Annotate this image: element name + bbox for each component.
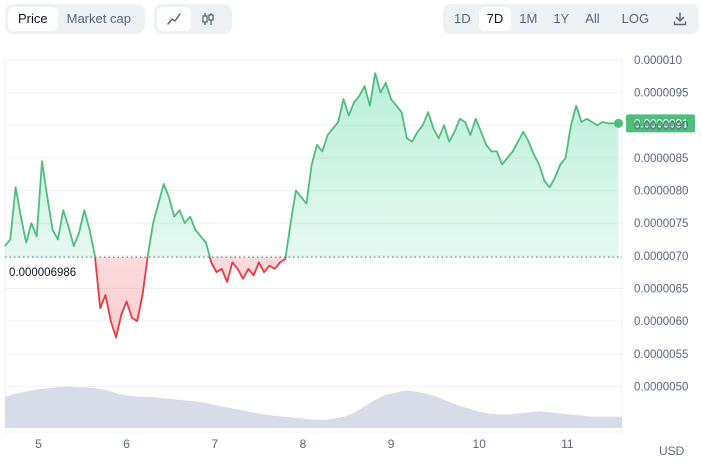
y-axis: 0.000010 0.0000095 0.0000090 0.0000085 0.000…: [634, 55, 688, 393]
current-price-badge: 0.0000091: [626, 114, 695, 133]
y-tick-label: 0.0000055: [634, 349, 688, 361]
reference-label: 0.000006986: [9, 267, 76, 279]
price-line-up: [4, 72, 619, 258]
volume-area: [5, 386, 622, 428]
log-scale-button[interactable]: LOG: [621, 11, 650, 26]
volume-layer: [5, 386, 622, 428]
x-tick-label: 9: [388, 437, 395, 451]
range-7d[interactable]: 7D: [478, 7, 512, 31]
line-layer: [4, 72, 619, 339]
x-tick-label: 8: [300, 437, 307, 451]
x-tick-label: 10: [473, 437, 487, 451]
currency-label: USD: [659, 444, 685, 458]
line-chart-button[interactable]: [157, 7, 191, 31]
price-line-down: [94, 257, 287, 339]
y-tick-label: 0.0000080: [634, 186, 688, 198]
tab-market-cap[interactable]: Market cap: [66, 11, 131, 26]
current-price-point[interactable]: [613, 118, 623, 128]
range-toggle: 1D 7D 1M 1Y All LOG: [443, 4, 699, 34]
y-tick-label: 0.0000075: [634, 218, 688, 230]
candlestick-button[interactable]: [191, 7, 225, 31]
range-1d[interactable]: 1D: [454, 11, 471, 26]
y-tick-label: 0.0000090: [634, 120, 688, 132]
y-tick-label: 0.0000085: [634, 153, 688, 165]
y-tick-label: 0.0000070: [634, 251, 688, 263]
price-area-down: [5, 257, 619, 338]
x-tick-label: 7: [211, 437, 218, 451]
metric-toggle: Price Market cap: [5, 4, 145, 34]
x-tick-label: 5: [35, 437, 42, 451]
chart-type-toggle: [154, 4, 232, 34]
range-1m[interactable]: 1M: [519, 11, 538, 26]
candlestick-icon: [202, 13, 214, 25]
price-badge-bg: [626, 114, 695, 133]
x-tick-label: 11: [561, 437, 574, 451]
download-button[interactable]: [663, 7, 697, 31]
download-icon: [673, 12, 687, 26]
x-tick-label: 6: [123, 437, 130, 451]
y-tick-label: 0.000010: [634, 55, 682, 67]
price-badge-text: 0.0000091: [634, 118, 688, 130]
y-tick-label: 0.0000060: [634, 316, 688, 328]
reference-label-bg: [6, 263, 88, 281]
y-tick-label: 0.0000095: [634, 88, 688, 100]
tab-price[interactable]: Price: [8, 7, 58, 31]
range-1y[interactable]: 1Y: [553, 11, 570, 26]
y-tick-label: 0.0000065: [634, 283, 688, 295]
range-all[interactable]: All: [585, 11, 600, 26]
x-axis: 5 6 7 8 9 10 11: [35, 437, 574, 451]
line-chart-icon: [167, 13, 181, 25]
y-tick-label: 0.0000050: [634, 381, 688, 393]
